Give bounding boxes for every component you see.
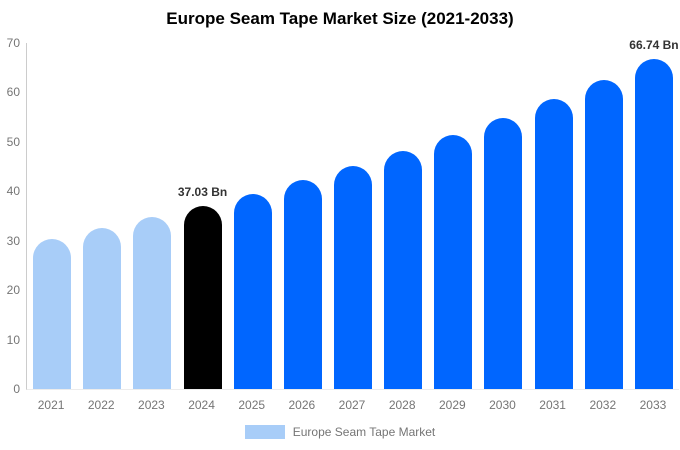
bar-column-2024: 37.03 Bn — [177, 185, 227, 389]
chart-title: Europe Seam Tape Market Size (2021-2033) — [166, 9, 514, 28]
bar-column-2027 — [328, 166, 378, 389]
bar-2030[interactable] — [484, 117, 523, 389]
bar-column-2032 — [579, 80, 629, 389]
x-axis-label-2026: 2026 — [288, 398, 316, 412]
legend-swatch-icon — [244, 425, 285, 439]
x-axis-label-2022: 2022 — [87, 398, 115, 412]
x-axis-label-2027: 2027 — [338, 398, 366, 412]
y-tick-label-0: 0 — [13, 382, 20, 396]
y-tick-label-40: 40 — [6, 184, 20, 199]
bar-column-2021 — [27, 238, 77, 389]
legend[interactable]: Europe Seam Tape Market — [0, 425, 680, 439]
bar-2028[interactable] — [384, 151, 423, 389]
bar-column-2025 — [228, 193, 278, 389]
bar-column-2030 — [478, 117, 528, 389]
x-axis-label-2030: 2030 — [489, 398, 516, 412]
x-axis-label-2025: 2025 — [238, 398, 266, 412]
y-tick-label-60: 60 — [6, 85, 20, 100]
x-axis-label-2031: 2031 — [539, 398, 566, 412]
x-axis-label-2029: 2029 — [438, 398, 466, 412]
bar-value-label-2033: 66.74 Bn — [629, 38, 679, 53]
bar-2032[interactable] — [584, 80, 623, 389]
bar-2026[interactable] — [283, 180, 322, 389]
x-axis-label-2032: 2032 — [589, 398, 617, 412]
bar-2033[interactable] — [634, 59, 673, 389]
bar-column-2033: 66.74 Bn — [629, 38, 679, 389]
x-axis-label-2024: 2024 — [188, 398, 215, 412]
bar-2025[interactable] — [233, 193, 272, 389]
bar-column-2028 — [378, 151, 428, 389]
bar-2031[interactable] — [534, 99, 573, 389]
bar-2027[interactable] — [334, 166, 373, 389]
y-tick-label-30: 30 — [6, 233, 20, 248]
bar-2021[interactable] — [33, 238, 72, 389]
bar-column-2023 — [127, 217, 177, 389]
plot-area: 37.03 Bn 66.74 Bn — [26, 38, 679, 390]
y-tick-label-20: 20 — [6, 283, 20, 298]
y-tick-label-70: 70 — [6, 36, 20, 50]
bar-column-2026 — [278, 180, 328, 389]
x-axis-label-2028: 2028 — [388, 398, 416, 412]
x-axis-labels: 2021 2022 2023 2024 2025 2026 2027 2028 2029 2030… — [26, 398, 678, 412]
legend-label: Europe Seam Tape Market — [292, 425, 436, 439]
x-axis-label-2033: 2033 — [639, 398, 667, 412]
bar-2024[interactable] — [183, 205, 222, 389]
bar-2022[interactable] — [83, 228, 122, 389]
x-axis-label-2023: 2023 — [138, 398, 165, 412]
y-tick-label-50: 50 — [6, 134, 20, 149]
x-axis-label-2021: 2021 — [37, 398, 65, 412]
bar-value-label-2024: 37.03 Bn — [177, 184, 228, 199]
y-tick-label-10: 10 — [6, 332, 20, 347]
bars: 37.03 Bn 66.74 Bn — [27, 38, 679, 389]
bar-2023[interactable] — [133, 217, 172, 389]
bar-column-2029 — [428, 134, 478, 389]
bar-column-2031 — [529, 99, 579, 389]
bar-column-2022 — [77, 228, 127, 389]
bar-2029[interactable] — [434, 134, 473, 389]
